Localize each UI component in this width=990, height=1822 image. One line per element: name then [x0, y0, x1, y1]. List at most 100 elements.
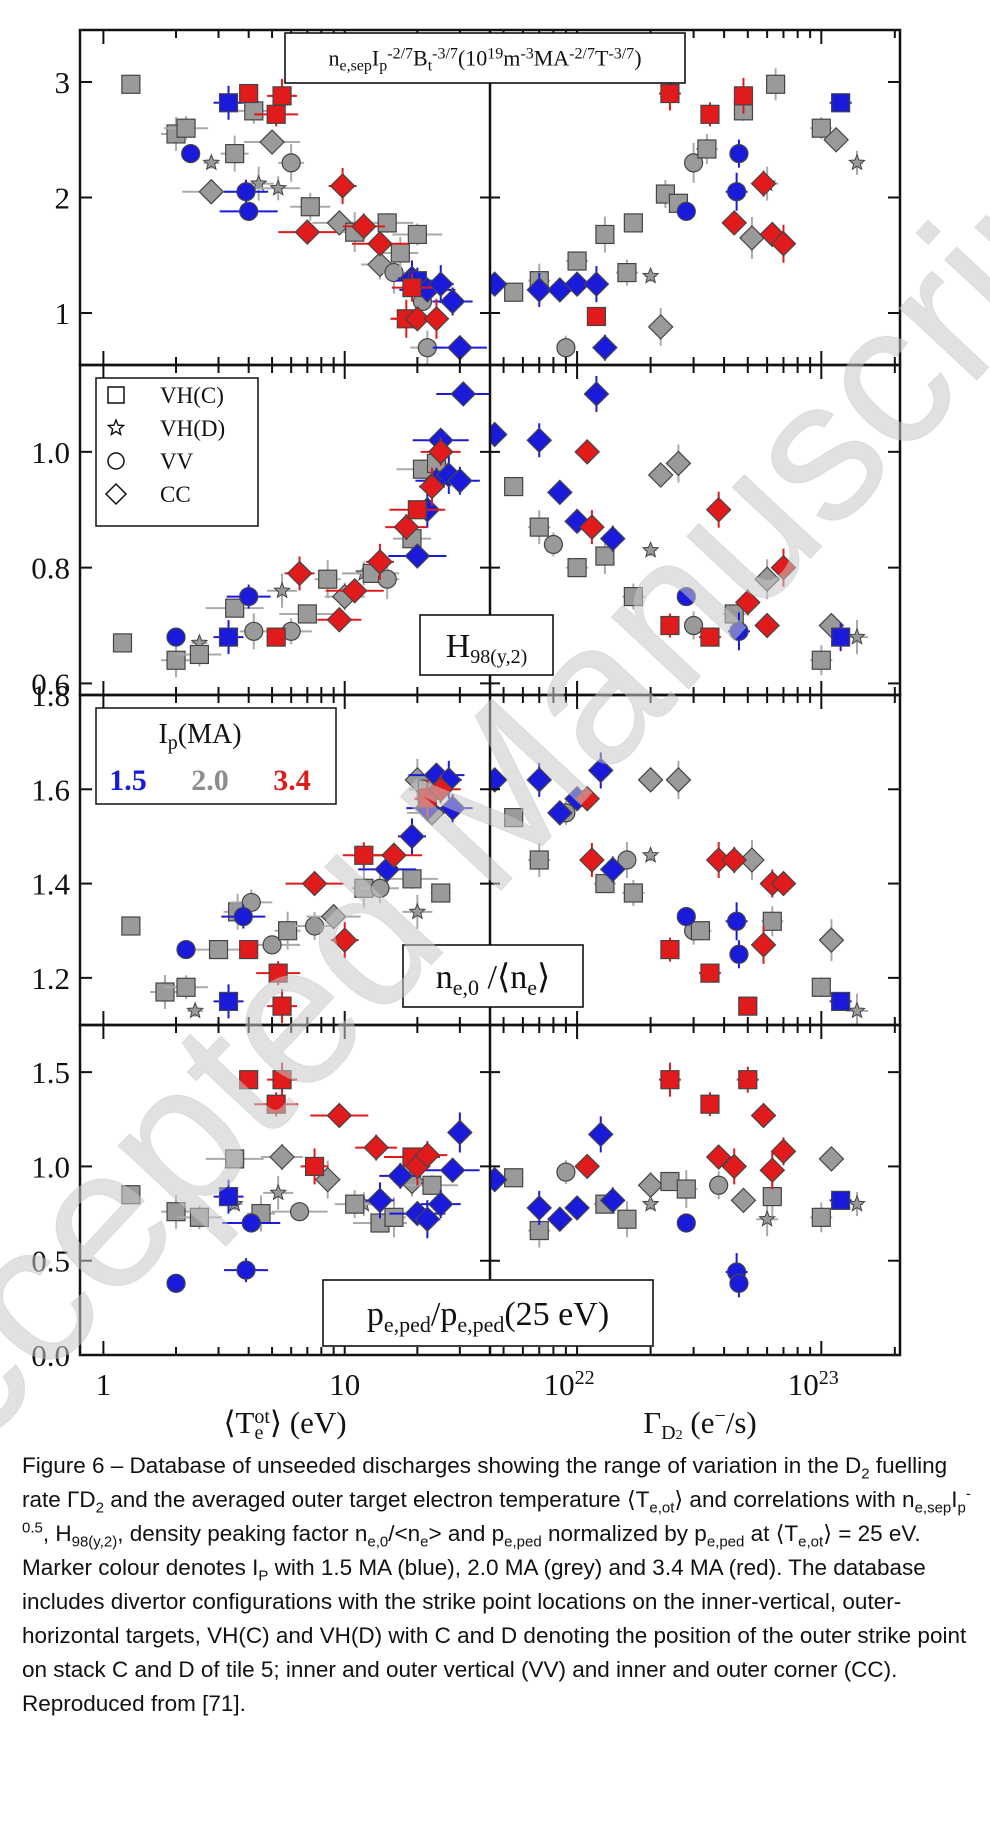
y-tick-label: 0.0	[31, 1338, 70, 1373]
data-point	[289, 1202, 310, 1222]
legend-configuration-label: VH(D)	[160, 416, 225, 441]
chart-marks	[112, 68, 868, 1298]
data-point	[526, 427, 553, 454]
data-point	[427, 438, 454, 465]
data-point	[729, 621, 749, 641]
data-point	[121, 1185, 141, 1205]
data-point	[660, 1070, 680, 1090]
data-point	[676, 586, 696, 607]
data-point	[166, 1202, 186, 1222]
data-point	[848, 153, 866, 171]
data-point	[404, 305, 431, 332]
data-point	[579, 847, 605, 873]
diamond-marker-icon	[104, 482, 128, 506]
data-point	[831, 991, 851, 1012]
data-point	[331, 927, 358, 953]
data-point	[384, 1207, 404, 1227]
data-point	[770, 230, 797, 257]
data-point	[236, 182, 256, 202]
data-point	[318, 569, 338, 589]
data-point	[543, 534, 564, 555]
data-point	[739, 225, 765, 251]
data-point	[381, 842, 407, 869]
data-point	[647, 462, 674, 488]
data-point	[225, 144, 245, 164]
data-point	[700, 1094, 720, 1114]
legend-configuration-label: VH(C)	[160, 383, 224, 408]
data-point	[709, 1175, 729, 1195]
data-point	[848, 627, 866, 645]
data-point	[259, 129, 285, 155]
data-point	[393, 514, 420, 540]
data-point	[529, 850, 549, 870]
data-point	[427, 1191, 454, 1217]
data-point	[818, 1146, 845, 1172]
data-point	[431, 883, 451, 903]
x-axis-label-temperature: ⟨Teot⟩ (eV)	[223, 1405, 346, 1440]
data-point	[811, 118, 831, 138]
x-tick-label: 1	[96, 1367, 112, 1402]
data-point	[660, 615, 680, 636]
data-point	[447, 467, 473, 494]
data-point	[727, 911, 747, 931]
data-point	[526, 767, 553, 793]
data-point	[218, 1186, 239, 1207]
y-tick-label: 1.4	[31, 867, 70, 902]
data-point	[641, 845, 660, 863]
figure-canvas: 1 2 3 0.6 0.8 1.0 1.2 1.4 1.6 1.8 0.0 0.5 1.0 1.5 1 10 1…	[31, 28, 902, 1440]
y-tick-label: 0.6	[31, 666, 70, 701]
x-tick-label: 1023	[788, 1367, 839, 1402]
y-tick-label: 3	[55, 65, 71, 100]
y-tick-label: 1.0	[31, 435, 70, 470]
data-point	[831, 93, 851, 113]
data-point	[218, 991, 239, 1012]
data-point	[490, 421, 508, 448]
data-point	[758, 1209, 776, 1227]
data-point	[599, 856, 626, 883]
data-point	[427, 776, 454, 803]
data-point	[225, 598, 245, 618]
y-tick-label: 1	[55, 296, 71, 331]
data-point	[427, 271, 454, 297]
data-point	[304, 1156, 325, 1177]
data-point	[281, 153, 301, 173]
data-point	[422, 1175, 442, 1195]
figure-caption: Figure 6 – Database of unseeded discharg…	[22, 1453, 971, 1716]
data-point	[407, 224, 427, 245]
data-point	[320, 903, 347, 930]
data-point	[166, 627, 186, 647]
data-point	[564, 1195, 590, 1221]
data-point	[504, 476, 524, 497]
data-point	[273, 581, 291, 599]
data-point	[377, 213, 397, 233]
data-point	[241, 1213, 261, 1233]
data-point	[641, 1194, 660, 1212]
data-point	[700, 627, 720, 647]
data-point	[490, 271, 508, 297]
data-point	[218, 93, 239, 113]
data-point	[419, 473, 445, 500]
data-point	[345, 1194, 365, 1214]
data-point	[218, 627, 239, 647]
data-point	[690, 921, 711, 941]
data-point	[811, 977, 831, 997]
data-point	[266, 627, 286, 647]
data-point	[641, 266, 660, 284]
panel-label-density-sep-box	[284, 32, 686, 84]
data-point	[750, 932, 777, 958]
y-tick-label: 0.8	[31, 551, 70, 586]
data-point	[526, 277, 553, 303]
data-point	[404, 543, 431, 569]
data-point	[647, 314, 674, 340]
panel-label-h98-box	[419, 614, 554, 676]
data-point	[414, 1206, 441, 1233]
data-point	[738, 996, 758, 1016]
legend-configuration: VH(C) VH(D) VV CC	[95, 377, 259, 527]
data-point	[239, 1070, 259, 1090]
data-point	[439, 1157, 466, 1184]
data-point	[367, 548, 393, 575]
y-tick-label: 1.8	[31, 678, 70, 713]
data-point	[266, 104, 286, 124]
data-point	[490, 1166, 508, 1193]
